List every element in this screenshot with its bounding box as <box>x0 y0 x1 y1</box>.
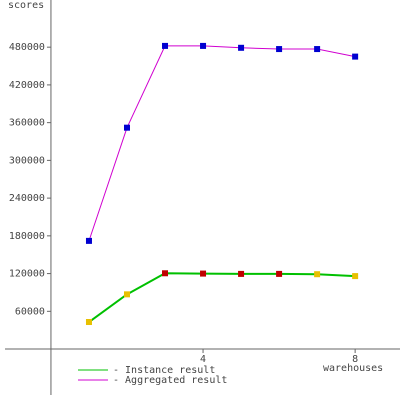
y-tick-label: 300000 <box>9 155 45 166</box>
y-axis-label: scores <box>8 0 44 11</box>
y-tick-label: 240000 <box>9 193 45 204</box>
data-point <box>314 46 321 53</box>
data-point <box>276 46 283 53</box>
data-point <box>85 237 92 244</box>
x-tick-label: 4 <box>200 354 206 365</box>
data-point <box>162 42 169 49</box>
y-tick-label: 180000 <box>9 231 45 242</box>
data-point <box>200 42 207 49</box>
series-line <box>88 45 356 242</box>
x-axis-label: warehouses <box>323 363 383 374</box>
y-tick-label: 480000 <box>9 42 45 53</box>
data-point <box>200 270 207 277</box>
data-point <box>123 124 130 131</box>
data-point <box>352 273 359 280</box>
data-point <box>314 271 321 278</box>
y-tick-label: 120000 <box>9 269 45 280</box>
data-point <box>85 319 92 326</box>
y-tick-label: 60000 <box>15 306 45 317</box>
x-tick-label: 8 <box>352 354 358 365</box>
legend-label: - Aggregated result <box>113 375 227 386</box>
data-point <box>123 291 130 298</box>
data-point <box>238 270 245 277</box>
series-line <box>88 272 356 323</box>
data-point <box>352 53 359 60</box>
data-point <box>276 270 283 277</box>
data-point <box>162 270 169 277</box>
legend-label: - Instance result <box>113 365 215 376</box>
y-tick-label: 360000 <box>9 118 45 129</box>
y-tick-label: 420000 <box>9 80 45 91</box>
data-point <box>238 44 245 51</box>
